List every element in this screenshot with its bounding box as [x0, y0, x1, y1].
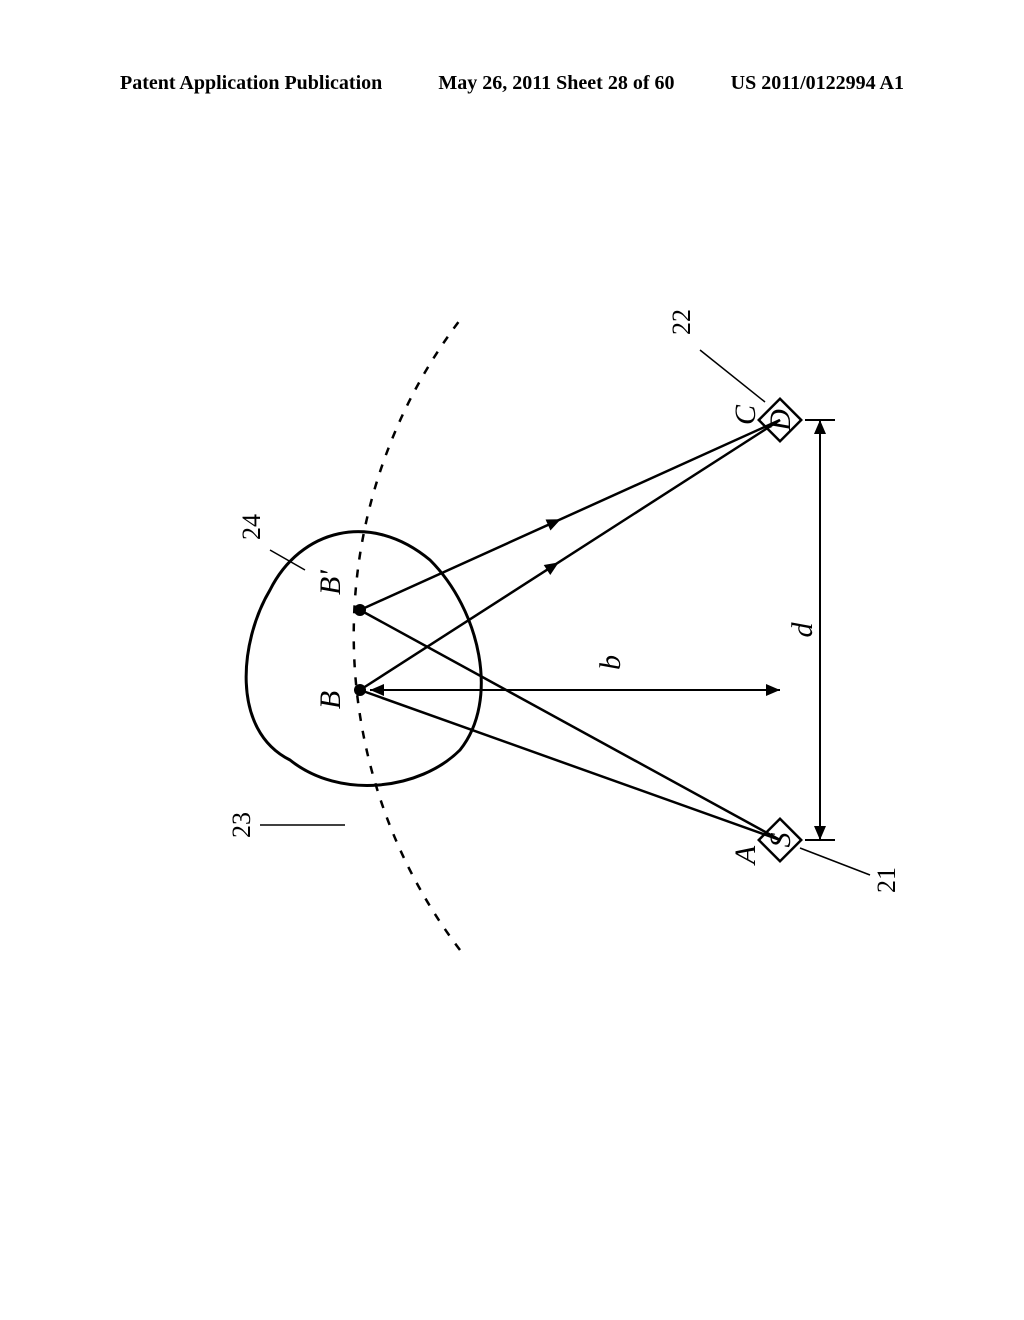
label-d: d	[786, 622, 819, 638]
ray-Bprime-D	[360, 420, 780, 610]
arrow-B-D	[544, 557, 562, 575]
point-B	[354, 684, 366, 696]
label-C: C	[729, 404, 762, 425]
point-Bprime	[354, 604, 366, 616]
header-center: May 26, 2011 Sheet 28 of 60	[438, 72, 674, 95]
figure-18: A S C D B B' d b 21 22 23 24 Fig. 18	[120, 200, 900, 1100]
label-23: 23	[227, 812, 256, 838]
ray-S-Bprime	[360, 610, 780, 840]
label-22: 22	[667, 309, 696, 335]
label-21: 21	[872, 867, 900, 893]
label-A: A	[729, 845, 762, 866]
label-Bprime: B'	[314, 570, 347, 595]
label-B: B	[314, 691, 347, 709]
leader-21	[800, 848, 870, 875]
label-24: 24	[237, 514, 266, 540]
header-right: US 2011/0122994 A1	[731, 72, 904, 95]
label-b: b	[594, 655, 627, 670]
arrow-Bprime-D	[546, 514, 564, 531]
label-S: S	[764, 833, 797, 848]
ray-S-B	[360, 690, 780, 840]
header-left: Patent Application Publication	[120, 72, 382, 95]
label-D: D	[764, 409, 797, 432]
leader-22	[700, 350, 765, 402]
